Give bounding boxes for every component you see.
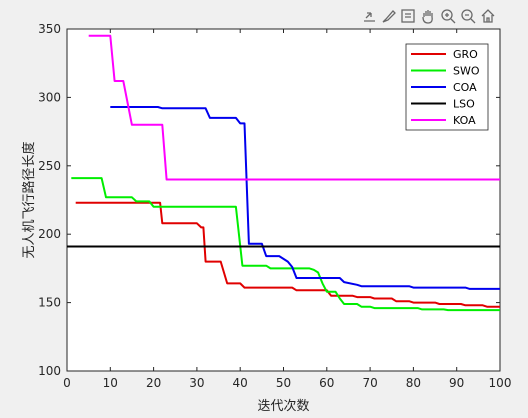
data-tips-icon[interactable] <box>400 8 416 24</box>
zoom-out-icon[interactable] <box>460 8 476 24</box>
pan-icon[interactable] <box>420 8 436 24</box>
legend: GRO SWO COA LSO KOA <box>405 43 489 131</box>
x-tick-label: 100 <box>489 376 512 390</box>
x-tick-label: 10 <box>103 376 118 390</box>
y-tick-label: 350 <box>38 22 61 36</box>
x-axis-label: 迭代次数 <box>257 398 309 414</box>
zoom-in-icon[interactable] <box>440 8 456 24</box>
y-tick-label: 100 <box>38 364 61 378</box>
y-axis-label: 无人机飞行路径长度 <box>21 141 37 258</box>
y-tick-label: 200 <box>38 227 61 241</box>
x-tick-label: 40 <box>233 376 248 390</box>
legend-label-koa: KOA <box>453 114 476 127</box>
legend-label-gro: GRO <box>453 48 478 61</box>
brush-icon[interactable] <box>380 8 396 24</box>
x-tick-label: 60 <box>319 376 334 390</box>
x-tick-label: 0 <box>63 376 71 390</box>
y-tick-label: 300 <box>38 90 61 104</box>
series-line-koa <box>88 34 500 181</box>
legend-label-coa: COA <box>453 81 477 94</box>
series-line-gro <box>75 201 500 308</box>
x-tick-label: 90 <box>449 376 464 390</box>
series-line-coa <box>110 106 500 290</box>
axis-ticks: 0 10 20 30 40 50 60 70 80 90 100 100 150 200 250 300 350 <box>38 22 511 390</box>
series-lines <box>67 34 500 312</box>
y-tick-label: 250 <box>38 159 61 173</box>
x-tick-label: 50 <box>276 376 291 390</box>
x-tick-label: 20 <box>146 376 161 390</box>
x-tick-label: 80 <box>406 376 421 390</box>
x-tick-label: 30 <box>189 376 204 390</box>
legend-label-lso: LSO <box>453 98 475 111</box>
export-icon[interactable] <box>362 8 378 24</box>
x-tick-label: 70 <box>362 376 377 390</box>
legend-label-swo: SWO <box>453 65 480 78</box>
y-tick-label: 150 <box>38 296 61 310</box>
home-icon[interactable] <box>480 8 496 24</box>
axes-toolbar <box>362 8 496 24</box>
